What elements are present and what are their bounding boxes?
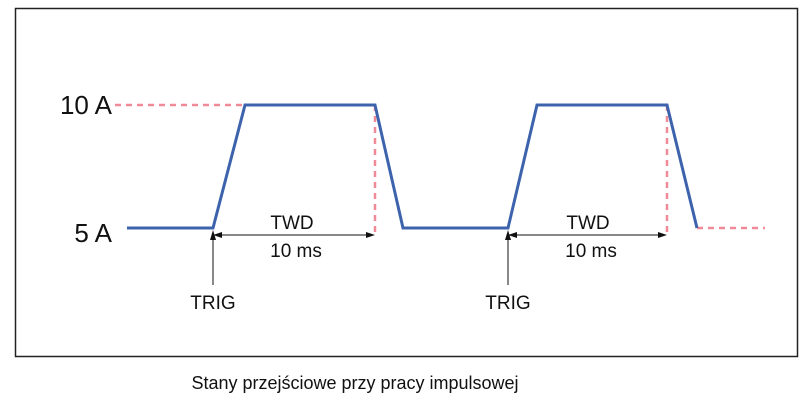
level-low-label: 5 A [74,218,112,248]
caption: Stany przejściowe przy pracy impulsowej [191,373,518,393]
twd-label: TWD [566,213,609,234]
frame [14,7,799,358]
trig-label: TRIG [190,293,235,314]
trig-label: TRIG [485,293,530,314]
twd-label: TWD [270,213,313,234]
waveform [127,103,699,230]
duration-label: 10 ms [565,241,617,262]
level-high-label: 10 A [60,90,113,120]
arrow-head [210,230,216,240]
duration-label: 10 ms [270,241,322,262]
arrow-head [505,230,511,240]
